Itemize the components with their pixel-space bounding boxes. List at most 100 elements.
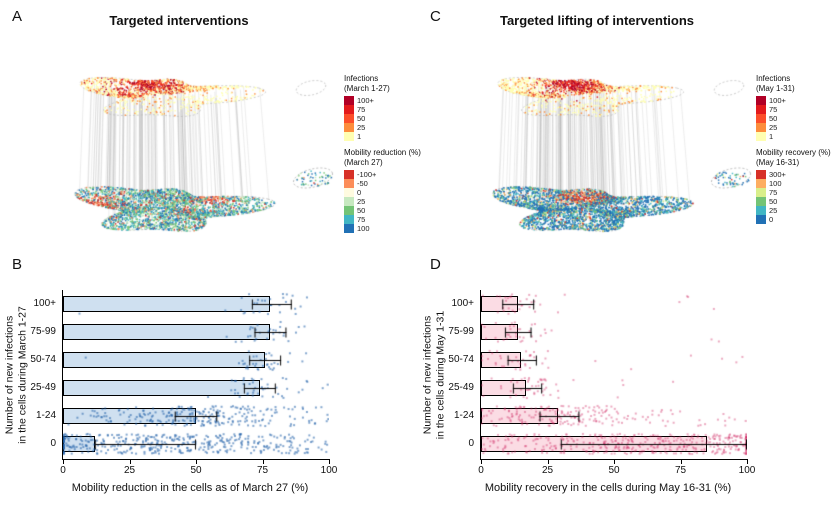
legend-entry: -50 (344, 179, 428, 189)
legend-swatch (344, 179, 354, 189)
legend-label: 25 (769, 123, 778, 133)
legend-entry: 75 (756, 105, 839, 115)
legend-entry: 25 (344, 197, 428, 207)
legend-swatch (756, 188, 766, 198)
legend-entry: 0 (344, 188, 428, 198)
panel-d-y-tick-labels: 100+ 75-99 50-74 25-49 1-24 0 (436, 290, 478, 460)
legend-swatch (756, 132, 766, 142)
legend-entry: 50 (344, 114, 428, 124)
x-tick-label: 25 (123, 465, 136, 476)
legend-swatch (344, 170, 354, 180)
y-tick-label: 100+ (451, 298, 474, 309)
legend-a-infections: Infections (March 1-27) 100+ 75 50 25 1 (344, 74, 428, 142)
legend-entry: 300+ (756, 170, 839, 180)
legend-label: 75 (357, 105, 366, 115)
legend-swatch (756, 215, 766, 225)
x-tick-mark (63, 460, 64, 464)
y-tick-label: 0 (50, 438, 56, 449)
legend-swatch (756, 179, 766, 189)
x-tick-label: 50 (608, 465, 620, 476)
legend-label: 25 (769, 206, 778, 216)
legend-entry: 100 (344, 224, 428, 234)
panel-b-scatter-canvas (63, 290, 329, 458)
x-tick-mark (196, 460, 197, 464)
legend-c-infections: Infections (May 1-31) 100+ 75 50 25 1 (756, 74, 839, 142)
y-tick-label: 100+ (33, 298, 56, 309)
legend-entry: 100+ (344, 96, 428, 106)
legend-label: 100 (357, 224, 370, 234)
x-tick-mark (614, 460, 615, 464)
legend-label: 50 (769, 197, 778, 207)
legend-label: 0 (357, 188, 362, 198)
legend-label: 75 (769, 105, 778, 115)
legend-entry: 75 (344, 105, 428, 115)
legend-label: 100 (769, 179, 782, 189)
legend-label: 300+ (769, 170, 786, 180)
legend-label: 1 (357, 132, 362, 142)
panel-b-x-tick-labels: 0 25 50 75 100 (60, 460, 337, 478)
legend-entry: -100+ (344, 170, 428, 180)
panel-d-plot-area (480, 290, 748, 460)
y-tick-label: 1-24 (35, 410, 56, 421)
legend-label: 25 (357, 123, 366, 133)
legend-swatch (756, 105, 766, 115)
legend-swatch (344, 132, 354, 142)
panel-b-x-axis-title: Mobility reduction in the cells as of Ma… (71, 482, 309, 494)
legend-entry: 0 (756, 215, 839, 225)
legend-entry: 50 (344, 206, 428, 216)
panel-label-d: D (430, 256, 441, 273)
legend-title: Infections (March 1-27) (344, 74, 390, 93)
legend-entry: 50 (756, 197, 839, 207)
x-tick-label: 0 (60, 465, 66, 476)
legend-label: 100+ (769, 96, 786, 106)
legend-swatch (756, 206, 766, 216)
x-tick-label: 75 (256, 465, 269, 476)
panel-b-chart: Number of new infections in the cells du… (0, 272, 360, 508)
legend-entry: 100 (756, 179, 839, 189)
legend-swatch (756, 197, 766, 207)
y-axis-title-line1: Number of new infections (421, 315, 434, 435)
legend-swatch (756, 96, 766, 106)
legend-label: 1 (769, 132, 774, 142)
y-tick-label: 75-99 (30, 326, 56, 337)
panel-d-x-axis-title: Mobility recovery in the cells during Ma… (484, 482, 732, 494)
panel-d-chart: Number of new infections in the cells du… (418, 272, 778, 508)
x-tick-mark (129, 460, 131, 464)
legend-entry: 25 (756, 206, 839, 216)
x-tick-label: 0 (478, 465, 484, 476)
legend-label: 50 (769, 114, 778, 124)
y-tick-label: 1-24 (453, 410, 474, 421)
panel-c-title: Targeted lifting of interventions (499, 13, 695, 28)
legend-label: 0 (769, 215, 774, 225)
legend-swatch (344, 224, 354, 234)
legend-entry: 25 (344, 123, 428, 133)
panel-d-x-tick-labels: 0 25 50 75 100 (478, 460, 755, 478)
x-tick-mark (262, 460, 264, 464)
y-tick-label: 25-49 (448, 382, 474, 393)
legend-swatch (344, 114, 354, 124)
legend-label: 75 (357, 215, 366, 225)
panel-label-b: B (12, 256, 23, 273)
panel-b-plot-area (62, 290, 330, 460)
x-tick-label: 100 (738, 465, 756, 476)
x-tick-label: 100 (320, 465, 338, 476)
legend-swatch (344, 215, 354, 225)
panel-b-y-tick-labels: 100+ 75-99 50-74 25-49 1-24 0 (18, 290, 60, 460)
legend-label: 75 (769, 188, 778, 198)
legend-entry: 75 (344, 215, 428, 225)
legend-swatch (344, 188, 354, 198)
y-tick-label: 50-74 (30, 354, 56, 365)
legend-title: Mobility recovery (%) (May 16-31) (756, 148, 831, 167)
legend-swatch (756, 123, 766, 133)
y-axis-title-line1: Number of new infections (3, 315, 16, 435)
legend-swatch (344, 197, 354, 207)
legend-swatch (344, 105, 354, 115)
x-tick-mark (547, 460, 549, 464)
legend-a-mobility-reduction: Mobility reduction (%) (March 27) -100+ -50… (344, 148, 428, 234)
y-tick-label: 75-99 (448, 326, 474, 337)
legend-entry: 1 (756, 132, 839, 142)
legend-swatch (344, 206, 354, 216)
legend-label: -50 (357, 179, 368, 189)
y-tick-label: 0 (468, 438, 474, 449)
legend-label: -100+ (357, 170, 377, 180)
